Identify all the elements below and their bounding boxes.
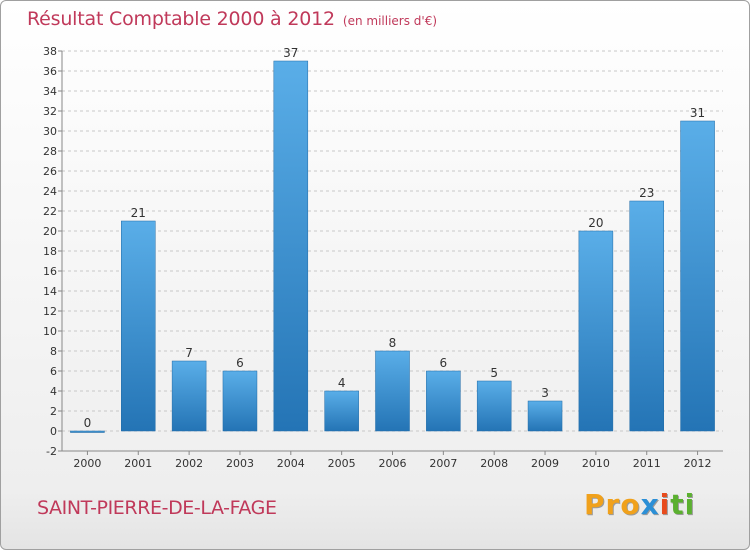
y-tick-label: 12 bbox=[43, 305, 57, 318]
bar-2012 bbox=[680, 120, 715, 432]
town-name: SAINT-PIERRE-DE-LA-FAGE bbox=[37, 497, 277, 519]
bar-2008 bbox=[476, 380, 512, 432]
bar-2001 bbox=[121, 220, 156, 432]
x-tick-label: 2000 bbox=[73, 457, 101, 470]
bar-2003 bbox=[222, 370, 258, 432]
data-label: 7 bbox=[185, 346, 193, 360]
chart-title-block: Résultat Comptable 2000 à 2012 (en millie… bbox=[27, 8, 437, 30]
y-tick-label: 14 bbox=[43, 285, 57, 298]
bar-2011 bbox=[629, 200, 664, 432]
bar-2006 bbox=[375, 350, 410, 432]
y-tick-label: 30 bbox=[43, 125, 57, 138]
x-tick-label: 2002 bbox=[175, 457, 203, 470]
y-tick-label: 16 bbox=[43, 265, 57, 278]
x-tick-label: 2010 bbox=[582, 457, 610, 470]
chart-subtitle: (en milliers d'€) bbox=[342, 14, 438, 28]
data-label: 20 bbox=[588, 216, 603, 230]
y-tick-label: 38 bbox=[43, 45, 57, 58]
proxiti-logo[interactable]: Proxiti bbox=[584, 488, 695, 521]
y-tick-label: 36 bbox=[43, 65, 57, 78]
y-tick-label: 24 bbox=[43, 185, 57, 198]
y-tick-label: 10 bbox=[43, 325, 57, 338]
y-tick-label: 2 bbox=[50, 405, 57, 418]
x-tick-label: 2008 bbox=[480, 457, 508, 470]
data-label: 0 bbox=[84, 416, 92, 430]
x-tick-label: 2004 bbox=[277, 457, 305, 470]
data-label: 4 bbox=[338, 376, 346, 390]
axes: -202468101214161820222426283032343638200… bbox=[43, 45, 723, 470]
data-labels: 0 21 7 6 37 4 8 6 5 3 20 23 31 bbox=[84, 46, 706, 430]
y-tick-label: 18 bbox=[43, 245, 57, 258]
bar-2004 bbox=[273, 60, 309, 432]
logo-part-2: x bbox=[640, 488, 660, 521]
y-tick-label: -2 bbox=[46, 445, 57, 458]
x-tick-label: 2012 bbox=[684, 457, 712, 470]
bar-2002 bbox=[171, 360, 207, 432]
y-tick-label: 6 bbox=[50, 365, 57, 378]
bar-2009 bbox=[527, 400, 563, 432]
bar-2000 bbox=[70, 430, 105, 433]
y-tick-label: 0 bbox=[50, 425, 57, 438]
data-label: 3 bbox=[541, 386, 549, 400]
data-label: 6 bbox=[440, 356, 448, 370]
data-label: 21 bbox=[131, 206, 146, 220]
bars bbox=[70, 60, 715, 433]
x-tick-label: 2007 bbox=[429, 457, 457, 470]
x-tick-label: 2001 bbox=[124, 457, 152, 470]
chart-title: Résultat Comptable 2000 à 2012 bbox=[27, 8, 335, 30]
y-tick-label: 32 bbox=[43, 105, 57, 118]
bar-2005 bbox=[324, 390, 359, 432]
logo-part-1: Pro bbox=[584, 488, 641, 521]
x-tick-label: 2003 bbox=[226, 457, 254, 470]
y-tick-label: 22 bbox=[43, 205, 57, 218]
x-tick-label: 2009 bbox=[531, 457, 559, 470]
x-tick-label: 2011 bbox=[633, 457, 661, 470]
y-tick-label: 20 bbox=[43, 225, 57, 238]
y-tick-label: 28 bbox=[43, 145, 57, 158]
logo-part-3: i bbox=[659, 488, 671, 521]
data-label: 37 bbox=[283, 46, 298, 60]
data-label: 31 bbox=[690, 106, 705, 120]
logo-part-4: ti bbox=[670, 488, 696, 521]
data-label: 8 bbox=[389, 336, 397, 350]
y-tick-label: 26 bbox=[43, 165, 57, 178]
y-tick-label: 8 bbox=[50, 345, 57, 358]
y-tick-label: 4 bbox=[50, 385, 57, 398]
x-tick-label: 2005 bbox=[328, 457, 356, 470]
data-label: 6 bbox=[236, 356, 244, 370]
data-label: 5 bbox=[490, 366, 498, 380]
data-label: 23 bbox=[639, 186, 654, 200]
bar-2010 bbox=[578, 230, 614, 432]
x-tick-label: 2006 bbox=[379, 457, 407, 470]
y-tick-label: 34 bbox=[43, 85, 57, 98]
bar-2007 bbox=[426, 370, 461, 432]
